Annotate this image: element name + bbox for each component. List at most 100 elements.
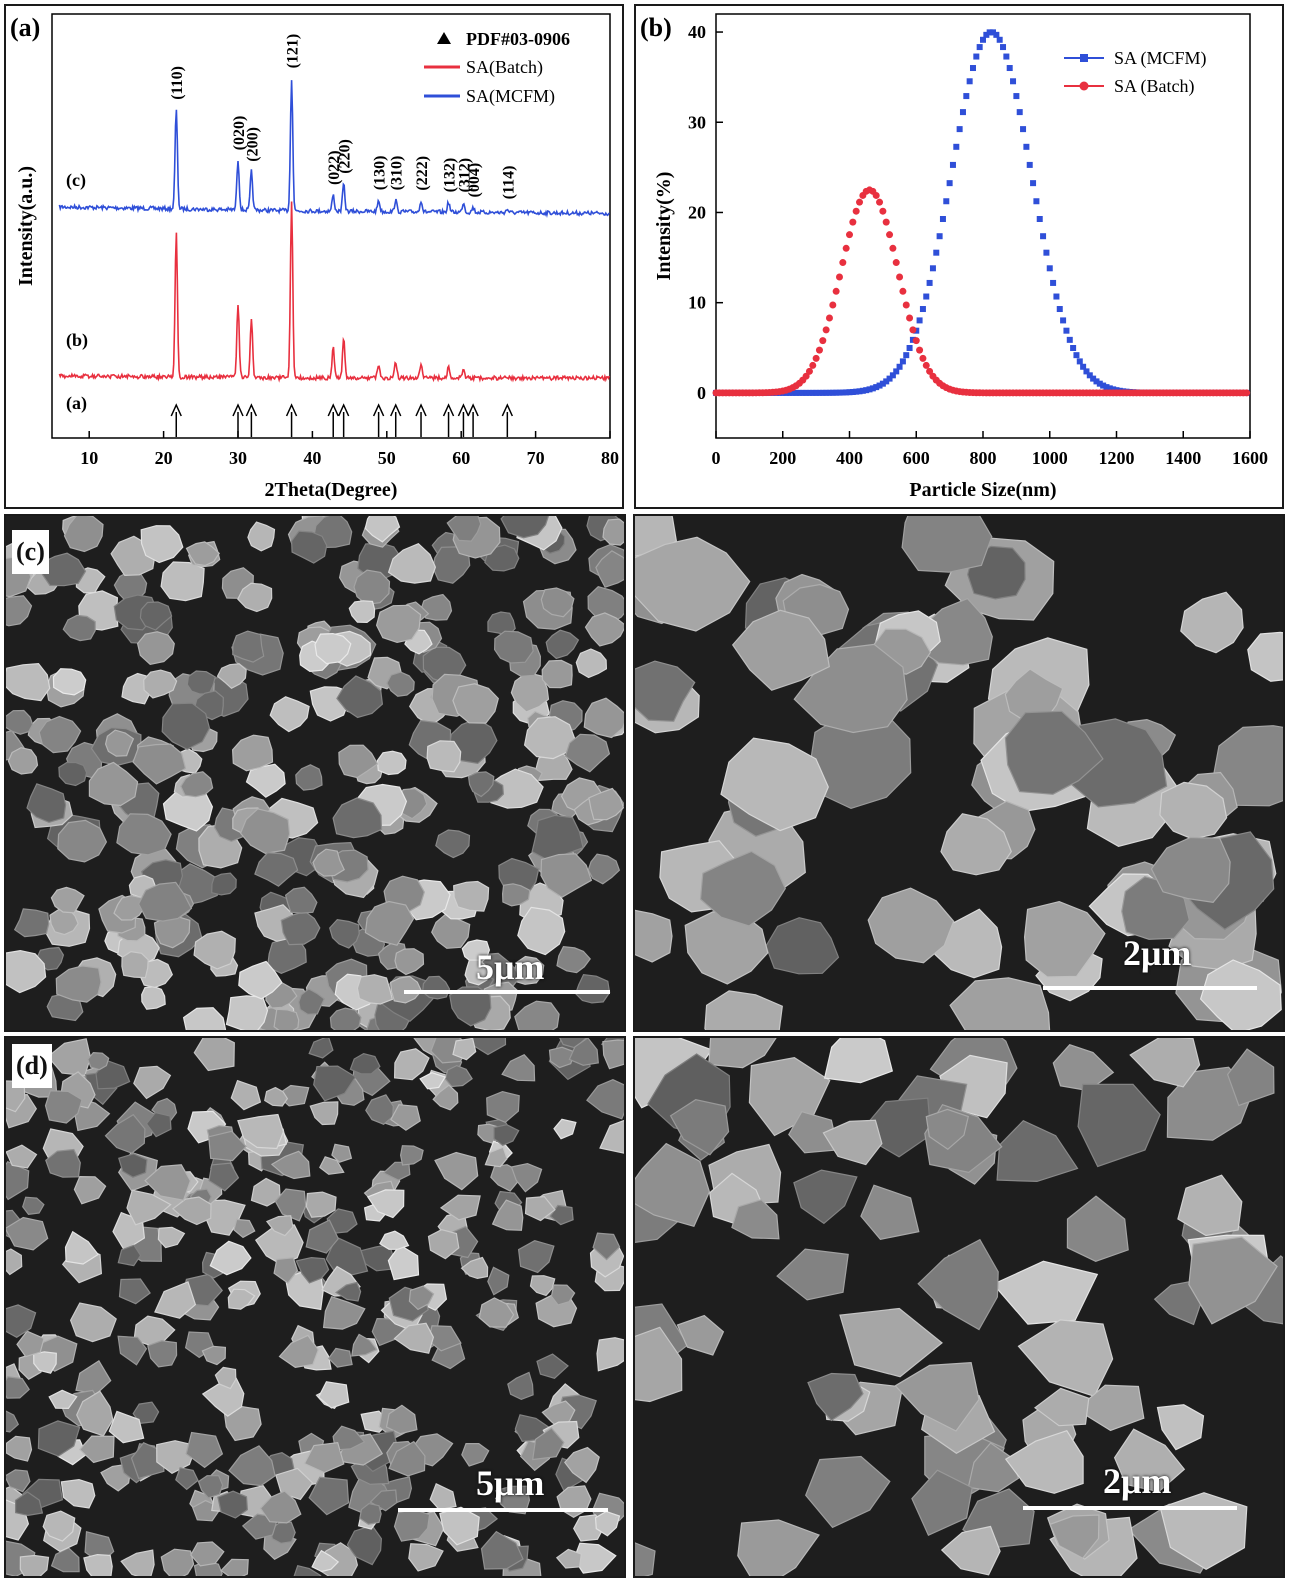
data-point [909,326,917,334]
sem-particle [1159,781,1228,840]
sem-particle [49,908,79,936]
sem-particle [1199,959,1282,1030]
sem-particle [143,669,178,699]
sem-particle [807,1372,864,1422]
peak-index-label: (200) [244,127,261,162]
data-point [882,218,890,226]
sem-particle [376,750,407,776]
reference-peak-arrow [285,403,298,417]
sem-particle [153,915,191,949]
data-point [926,367,934,375]
sem-particle [217,1490,249,1519]
sem-particle [461,1443,490,1467]
sem-particle [387,1244,420,1281]
data-point [1020,126,1027,133]
sem-micrograph [635,516,1283,1030]
sem-particle [452,683,499,724]
sem-particle [132,743,187,785]
sem-particle [545,629,580,660]
data-point [1056,306,1063,313]
sem-particle [209,1240,252,1276]
data-point [1083,368,1090,375]
data-point [983,31,990,38]
sem-particle [245,763,286,798]
sem-particle [44,1090,83,1124]
data-point [1053,293,1060,300]
sem-particle [501,1053,536,1082]
legend-square-marker [1080,54,1088,62]
sem-particle [78,1435,115,1464]
data-point [789,389,796,396]
sem-particle [113,894,145,921]
sem-particle [6,1469,31,1493]
sem-particle [556,946,591,974]
sem-particle [408,1543,444,1572]
sem-particle [478,1297,515,1328]
sem-particle [180,771,214,798]
sem-particle [197,1475,224,1499]
x-axis-label: Particle Size(nm) [909,479,1056,501]
xrd-panel: 10 20 30 40 50 60 70 80 2Theta(Degree) Intensity(… [4,4,624,509]
sem-particle [140,525,184,564]
sem-particle [1052,1044,1115,1092]
data-point [896,363,903,370]
sem-particle [699,850,786,927]
sem-particle [940,813,1012,876]
sem-particle [389,975,423,1004]
data-point [986,29,993,36]
sem-particle [684,911,769,985]
sem-particle [387,542,437,584]
data-point [873,384,880,391]
sem-particle [559,1038,587,1049]
sem-particle [311,1549,340,1573]
sem-particle [63,516,104,553]
sem-particle [408,1285,435,1311]
sem-particle [491,1199,524,1231]
sem-particle [635,660,696,722]
peak-index-label: (222) [414,156,431,191]
data-point [856,198,864,206]
data-point [1073,352,1080,359]
data-point [832,287,840,295]
legend-circle-marker [1079,81,1089,91]
sem-particle [351,1333,378,1357]
data-point [1050,279,1057,286]
sem-particle [193,930,236,970]
sem-particle [379,1230,410,1250]
plot-frame [51,13,611,439]
data-point [1110,386,1117,393]
sem-particle [460,1256,489,1280]
data-point [1030,180,1037,187]
sem-particle [1247,631,1283,682]
sem-particle [541,659,573,689]
sem-particle [305,1191,337,1218]
sem-particles [635,516,1283,1030]
sem-particle [186,670,217,695]
sem-particle [385,1404,418,1435]
peak-index-label: (004) [466,163,483,198]
data-point [889,372,896,379]
sem-particle [366,1189,405,1219]
sem-particle [13,908,50,938]
x-tick-label: 50 [378,448,396,468]
sem-particle [322,1295,366,1330]
sem-particle [453,880,490,912]
sem-particle [348,600,376,624]
sem-particle [386,671,415,697]
sem-particle [704,990,783,1030]
sem-particle [586,1079,624,1120]
sem-particle [162,788,214,832]
sem-particle [118,1278,151,1305]
sem-particle [588,787,624,821]
sem-image-c-high-mag: 2μm [633,514,1285,1032]
sem-particle [270,1150,311,1180]
peak-index-label: (121) [285,34,302,69]
sem-image-d-high-mag: 2μm [633,1036,1285,1578]
x-tick-label: 60 [452,448,470,468]
sem-particle [1034,1387,1090,1427]
sem-particle [867,887,955,964]
sem-particle [335,1281,362,1302]
reference-peak-arrow [245,403,258,417]
sem-particle [583,697,624,739]
sem-particle [446,516,482,542]
